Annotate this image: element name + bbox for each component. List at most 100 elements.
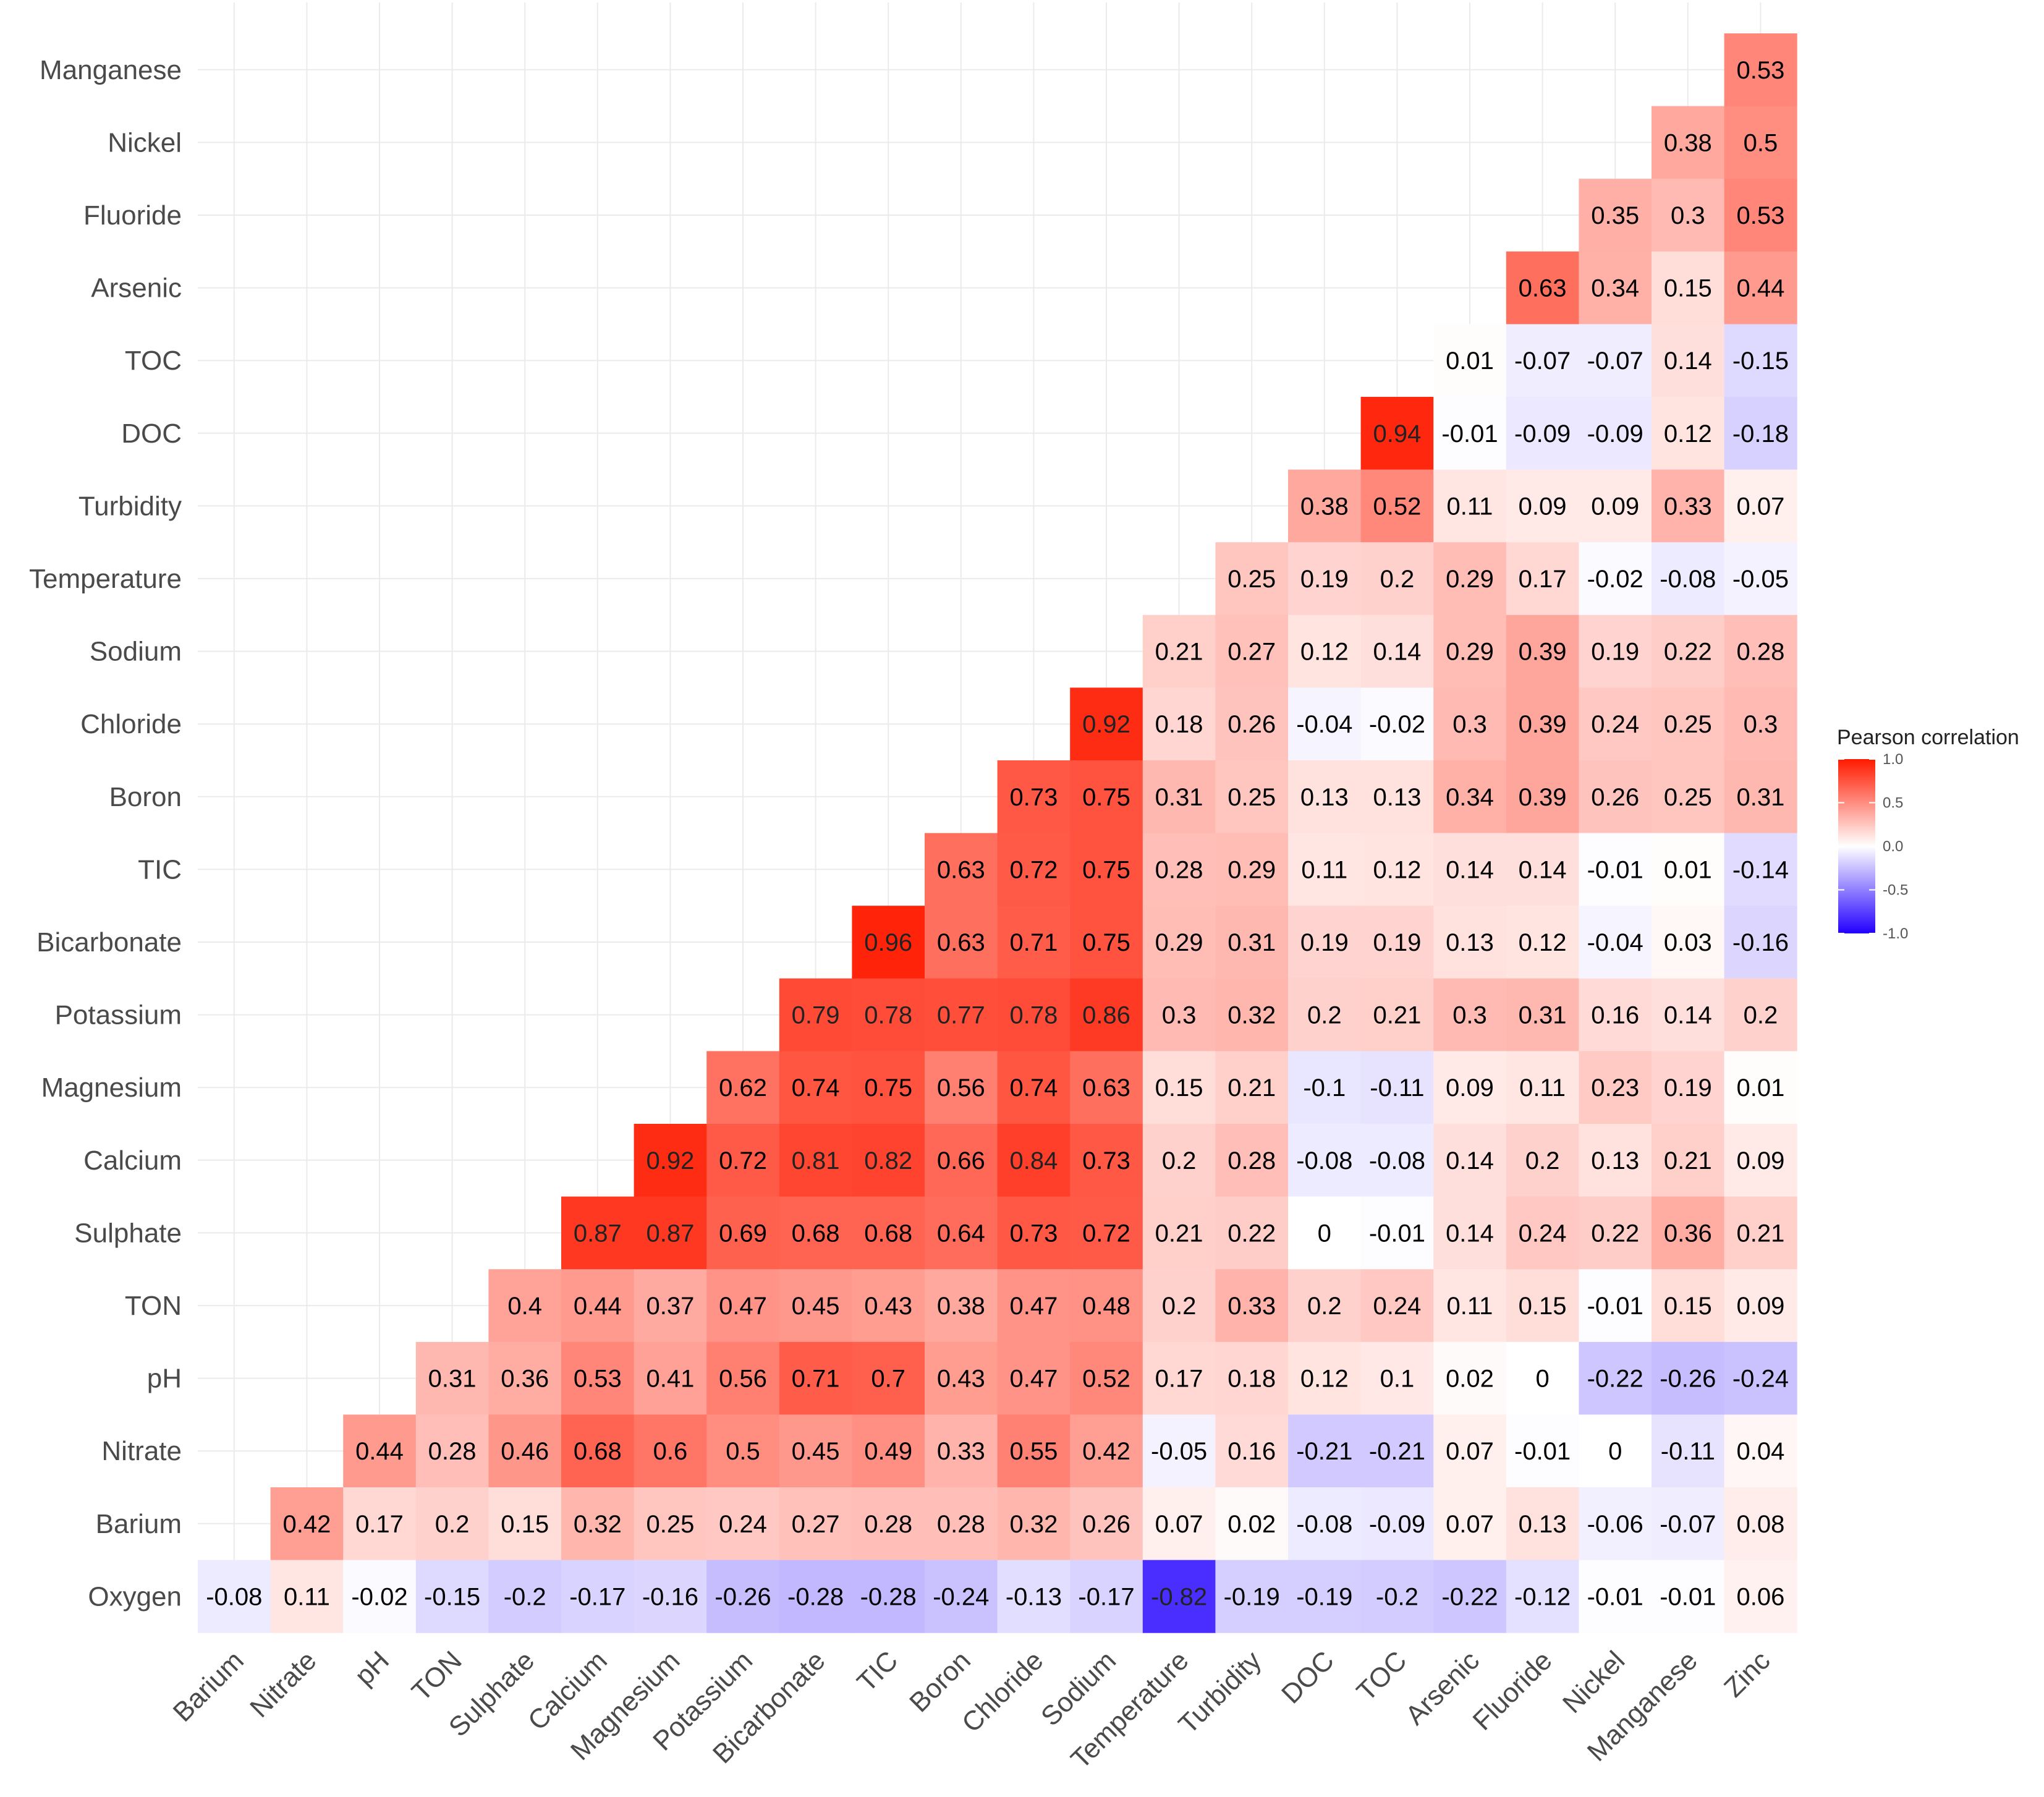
cell-value-label: 0.06 — [1736, 1583, 1784, 1610]
cell-value-label: 0.17 — [1519, 566, 1567, 593]
cell-value-label: 0.39 — [1519, 784, 1567, 811]
heatmap-cell — [1360, 1560, 1434, 1633]
heatmap-cell — [561, 1414, 635, 1488]
heatmap-cell — [1215, 1196, 1289, 1270]
cell-value-label: 0.92 — [646, 1147, 694, 1175]
cell-value-label: 0.36 — [1664, 1220, 1712, 1247]
cell-value-label: 0.23 — [1591, 1074, 1639, 1102]
heatmap-cell — [1288, 1269, 1362, 1343]
heatmap-cell — [706, 1560, 780, 1633]
heatmap-cell — [1724, 1341, 1797, 1415]
cell-value-label: 0.3 — [1744, 711, 1778, 738]
heatmap-cell — [1433, 833, 1507, 906]
heatmap-cell — [1142, 1487, 1216, 1561]
heatmap-cell — [1579, 760, 1652, 834]
cell-value-label: 0.1 — [1380, 1366, 1415, 1393]
cell-value-label: 0.28 — [937, 1511, 985, 1538]
cell-value-label: 0.48 — [1082, 1293, 1130, 1320]
cell-value-label: 0.33 — [1228, 1293, 1276, 1320]
cell-value-label: -0.12 — [1514, 1583, 1571, 1610]
cell-value-label: 0.2 — [1307, 1293, 1342, 1320]
heatmap-cell — [1433, 760, 1507, 834]
heatmap-cell — [1142, 1414, 1216, 1488]
cell-value-label: 0.22 — [1591, 1220, 1639, 1247]
heatmap-cell — [1506, 251, 1579, 325]
heatmap-cell — [1360, 397, 1434, 470]
cell-value-label: 0.4 — [507, 1293, 542, 1320]
cell-value-label: 0.28 — [1155, 856, 1203, 883]
heatmap-cell — [1652, 324, 1725, 397]
legend-tick-label: 0.0 — [1883, 838, 1903, 855]
cell-value-label: 0.87 — [574, 1220, 622, 1247]
cell-value-label: -0.01 — [1514, 1438, 1571, 1465]
heatmap-cell — [997, 1269, 1071, 1343]
heatmap-cell — [1506, 1124, 1579, 1197]
cell-value-label: 0.45 — [792, 1293, 840, 1320]
cell-value-label: 0.16 — [1591, 1002, 1639, 1029]
heatmap-cell — [1070, 1414, 1143, 1488]
cell-value-label: 0.01 — [1736, 1074, 1784, 1102]
heatmap-cell — [1288, 1341, 1362, 1415]
cell-value-label: 0.11 — [1519, 1074, 1566, 1102]
legend-tick-label: 0.5 — [1883, 795, 1903, 812]
heatmap-cell — [1652, 397, 1725, 470]
cell-value-label: 0.14 — [1664, 1002, 1712, 1029]
heatmap-cell — [1652, 1051, 1725, 1124]
cell-value-label: 0.25 — [646, 1511, 694, 1538]
cell-value-label: -0.28 — [860, 1583, 917, 1610]
cell-value-label: 0.17 — [1155, 1366, 1203, 1393]
cell-value-label: 0.21 — [1664, 1147, 1712, 1175]
cell-value-label: 0.02 — [1446, 1366, 1494, 1393]
heatmap-cell — [1724, 1414, 1797, 1488]
cell-value-label: -0.08 — [206, 1583, 262, 1610]
heatmap-cell — [1579, 179, 1652, 252]
cell-value-label: 0.2 — [1744, 1002, 1778, 1029]
cell-value-label: 0.25 — [1664, 711, 1712, 738]
cell-value-label: 0.14 — [1664, 347, 1712, 375]
cell-value-label: 0.15 — [1664, 275, 1712, 302]
cell-value-label: 0.72 — [719, 1147, 767, 1175]
heatmap-cell — [1652, 1560, 1725, 1633]
heatmap-cell — [488, 1487, 562, 1561]
cell-value-label: -0.21 — [1369, 1438, 1425, 1465]
cell-value-label: 0.19 — [1300, 929, 1349, 956]
heatmap-cell — [1360, 978, 1434, 1051]
y-tick-label: Potassium — [55, 1000, 182, 1030]
y-tick-label: TON — [125, 1291, 182, 1321]
cell-value-label: 0.22 — [1228, 1220, 1276, 1247]
heatmap-cell — [1215, 614, 1289, 688]
heatmap-cell — [925, 906, 998, 979]
heatmap-cell — [343, 1414, 417, 1488]
cell-value-label: 0.2 — [1380, 566, 1415, 593]
cell-value-label: 0.6 — [653, 1438, 688, 1465]
heatmap-cell — [1215, 978, 1289, 1051]
heatmap-cell — [1215, 833, 1289, 906]
heatmap-cell — [1724, 106, 1797, 179]
heatmap-cell — [1579, 324, 1652, 397]
heatmap-cell — [997, 1560, 1071, 1633]
heatmap-cell — [925, 1341, 998, 1415]
heatmap-cell — [1579, 397, 1652, 470]
cell-value-label: -0.18 — [1732, 420, 1789, 448]
heatmap-cell — [1288, 1414, 1362, 1488]
heatmap-cell — [1724, 1487, 1797, 1561]
heatmap-cell — [1215, 1051, 1289, 1124]
heatmap-cell — [779, 978, 852, 1051]
cell-value-label: 0.2 — [1307, 1002, 1342, 1029]
y-tick-label: Sodium — [90, 637, 182, 667]
legend-title: Pearson correlation — [1837, 726, 2019, 749]
heatmap-cell — [1070, 978, 1143, 1051]
heatmap-cell — [1142, 1196, 1216, 1270]
cell-value-label: 0.3 — [1671, 202, 1705, 229]
heatmap-cell — [997, 833, 1071, 906]
heatmap-cell — [997, 1414, 1071, 1488]
heatmap-cell — [415, 1414, 489, 1488]
heatmap-cell — [1724, 1124, 1797, 1197]
cell-value-label: -0.11 — [1661, 1438, 1715, 1465]
heatmap-cell — [925, 978, 998, 1051]
cell-value-label: 0.14 — [1519, 856, 1567, 883]
cell-value-label: -0.01 — [1587, 856, 1643, 883]
heatmap-cell — [1215, 542, 1289, 616]
cell-value-label: 0.29 — [1446, 639, 1494, 666]
